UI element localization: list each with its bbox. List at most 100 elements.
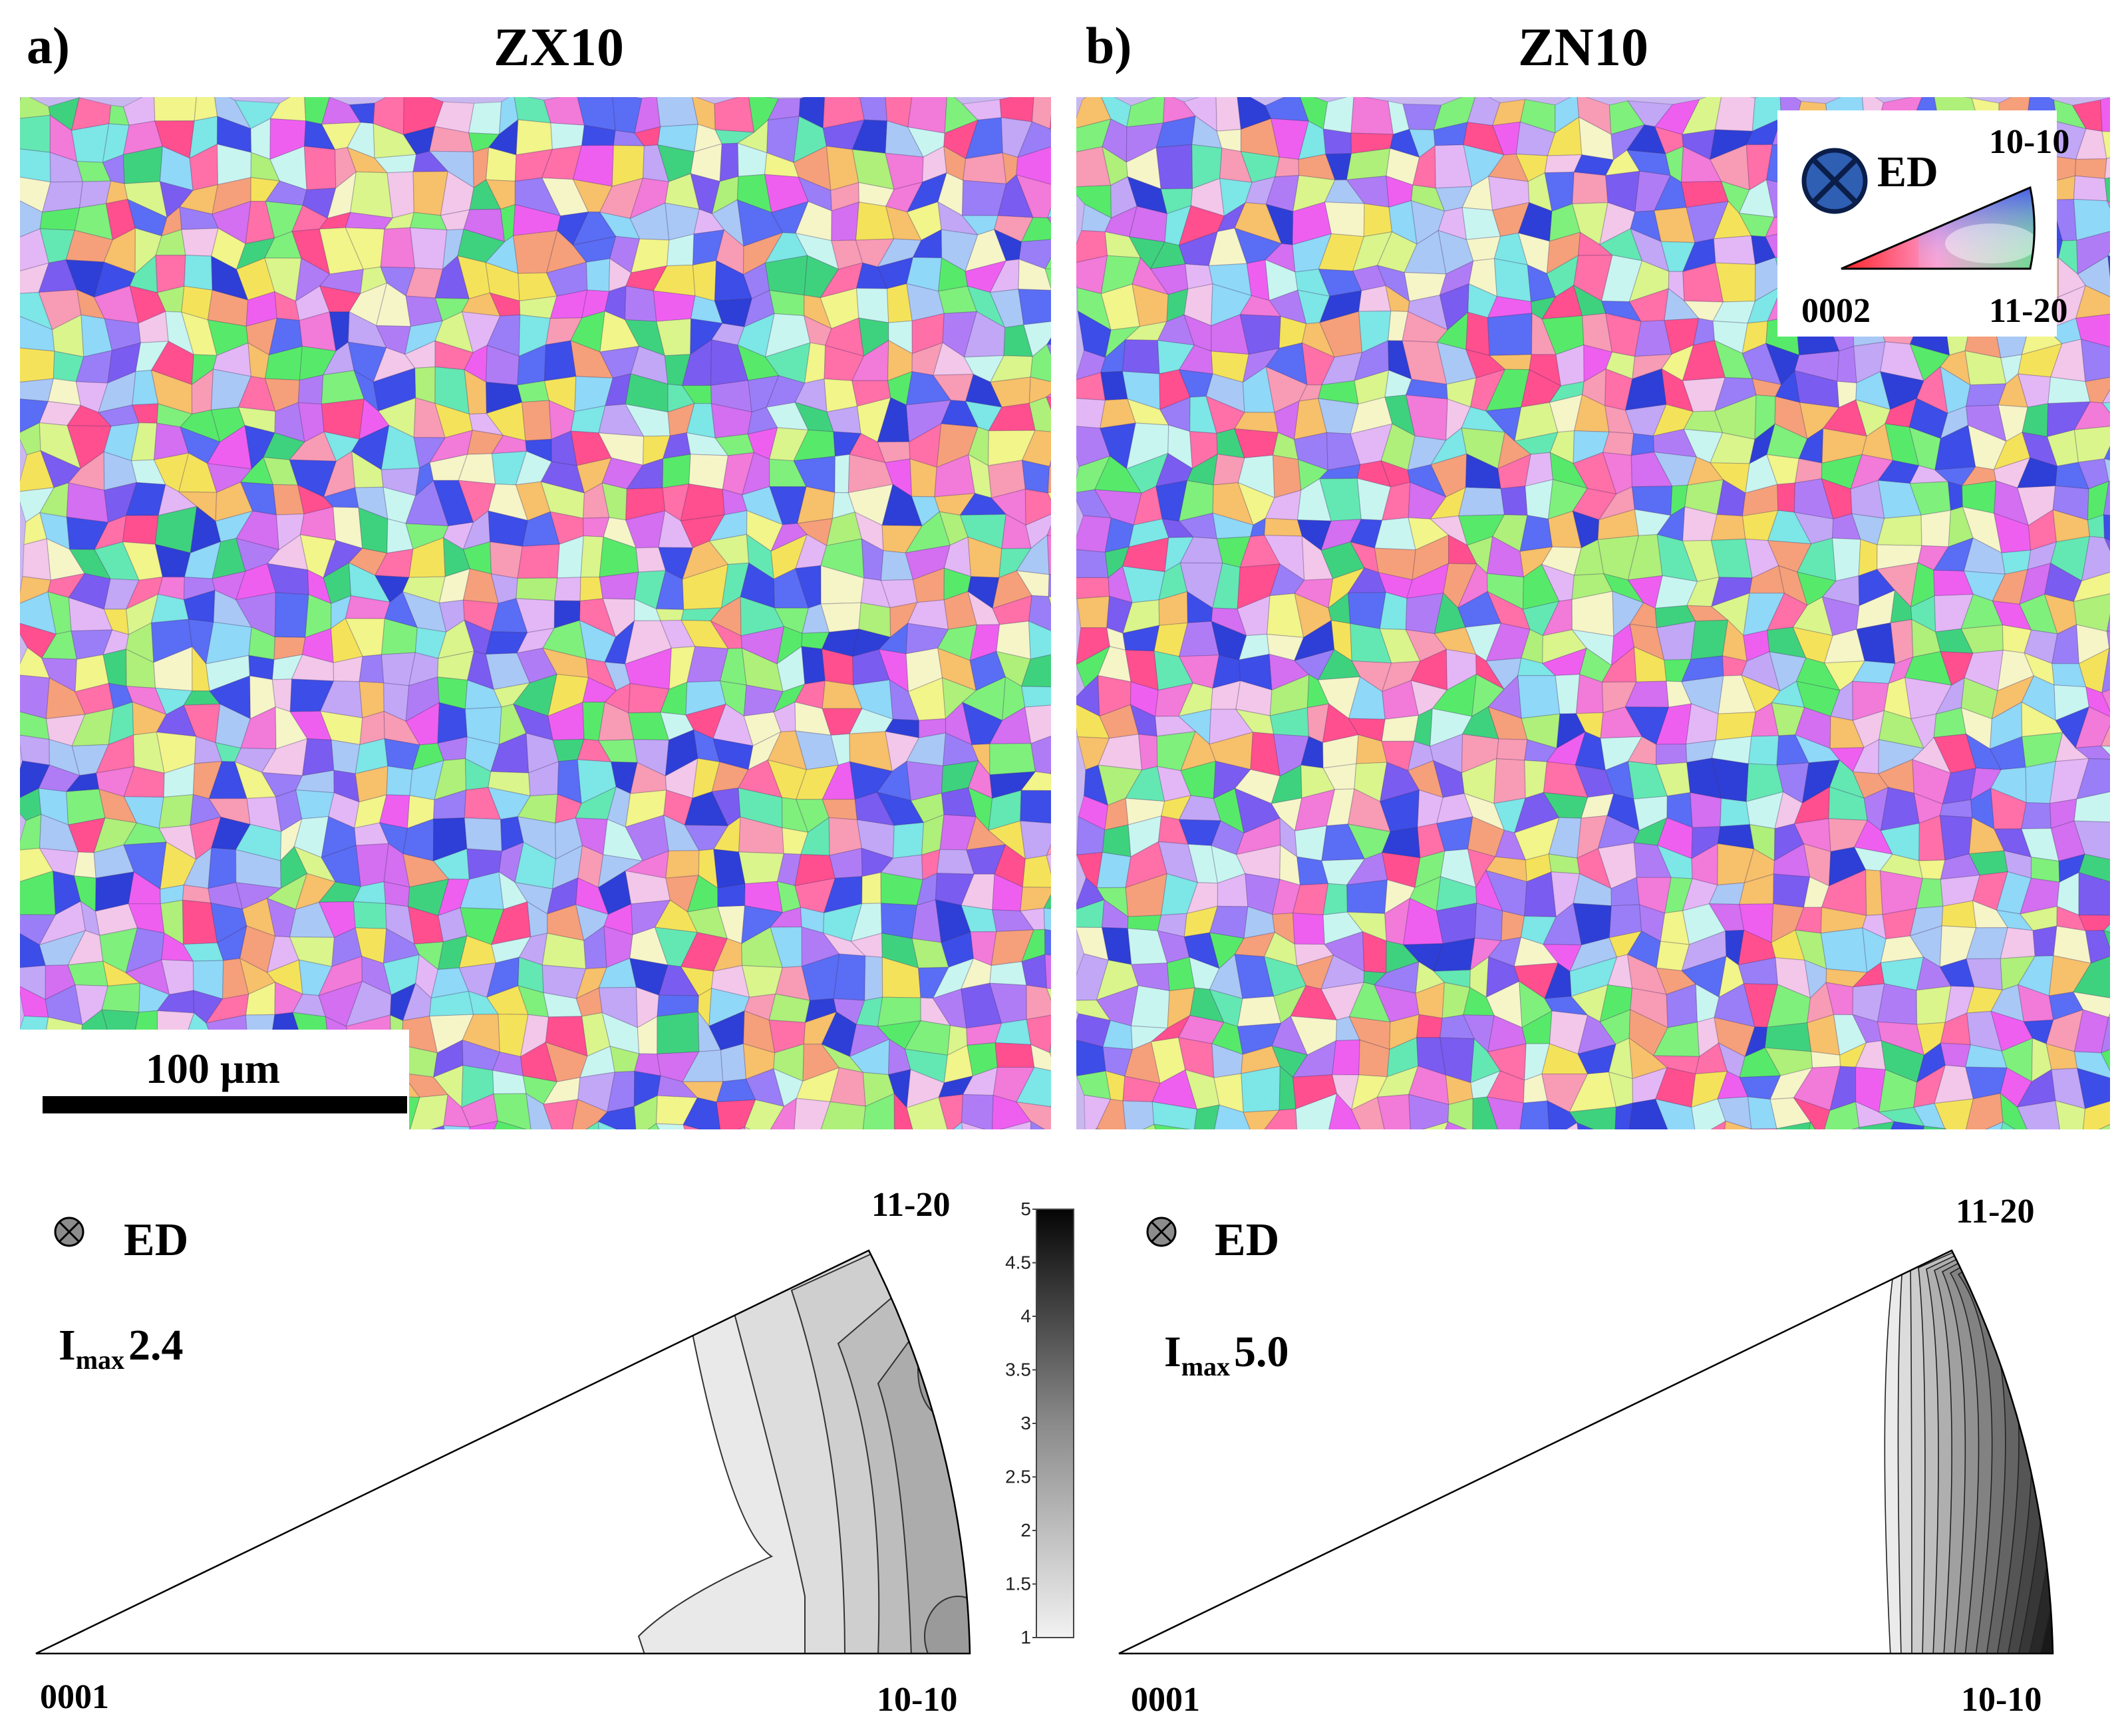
grain <box>859 97 888 122</box>
grain <box>2085 930 2110 964</box>
scale-bar-label: 100 µm <box>145 1045 281 1092</box>
grain <box>989 961 1027 986</box>
grain <box>414 366 436 404</box>
grain <box>1890 619 1914 664</box>
grain <box>1018 289 1051 325</box>
grain <box>1020 771 1051 792</box>
grain <box>1519 1100 1550 1129</box>
scale-bar-box: 100 µm <box>20 1030 409 1129</box>
grain <box>2076 758 2110 799</box>
grain <box>550 122 585 150</box>
colorbar-tick-label: 1 <box>1020 1627 1031 1648</box>
grain <box>1043 907 1051 931</box>
grain <box>2075 313 2110 348</box>
grain <box>2101 689 2110 712</box>
grain <box>516 119 553 156</box>
grain <box>1046 987 1051 1002</box>
imax-subscript: max <box>75 1345 125 1375</box>
grain <box>961 1121 986 1129</box>
grain <box>331 739 361 774</box>
color-key-0002-label: 0002 <box>1801 292 1871 330</box>
grain <box>665 850 700 879</box>
grain <box>1493 758 1526 804</box>
grain <box>1934 1098 1974 1129</box>
grain <box>122 515 159 545</box>
grain <box>1047 466 1051 494</box>
grain <box>834 454 850 494</box>
grain <box>1747 735 1779 766</box>
grain <box>2016 1100 2061 1129</box>
grain <box>20 148 51 183</box>
grain <box>1016 1066 1051 1107</box>
colorbar-tick-label: 1.5 <box>1005 1574 1031 1594</box>
grain <box>737 1126 746 1129</box>
grain <box>579 576 603 602</box>
grain <box>22 538 52 581</box>
grain <box>1046 853 1051 875</box>
grain <box>1500 486 1528 516</box>
grain <box>717 883 746 907</box>
grain <box>1020 820 1051 860</box>
ipf-contour-max <box>917 1323 970 1417</box>
grain <box>1947 481 1964 511</box>
grain <box>1028 595 1051 632</box>
grain <box>122 97 156 126</box>
grain <box>1773 873 1811 908</box>
grain <box>430 1125 445 1129</box>
colorbar-tick-label: 2 <box>1020 1520 1031 1540</box>
panel-a-title: ZX10 <box>494 17 624 77</box>
grain <box>1346 879 1388 915</box>
grain <box>490 541 524 579</box>
grain <box>1020 686 1051 708</box>
ebsd-grain-image-zx10 <box>20 97 1051 1129</box>
grain <box>1046 843 1051 857</box>
grain <box>1416 1014 1443 1038</box>
grain <box>2080 339 2110 382</box>
grain <box>1076 1070 1112 1100</box>
grain <box>2100 1016 2110 1054</box>
grain <box>662 454 691 489</box>
grain <box>1628 1098 1668 1129</box>
grain <box>1026 984 1051 1020</box>
grain <box>1102 824 1132 857</box>
imax-subscript: max <box>1181 1352 1231 1381</box>
grain <box>443 1125 471 1129</box>
grain <box>1020 217 1051 243</box>
grain <box>1690 792 1722 828</box>
grain <box>20 378 55 402</box>
grain <box>1044 954 1051 990</box>
ed-direction-icon <box>1801 148 1868 214</box>
grain <box>1859 1121 1895 1129</box>
imax-value: 5.0 <box>1234 1328 1289 1376</box>
colorbar-gradient <box>1036 1209 1074 1638</box>
grain <box>1241 1066 1281 1113</box>
grain <box>2107 255 2110 280</box>
grain <box>2103 480 2110 516</box>
grain <box>1710 1120 1726 1129</box>
grain <box>1837 345 1857 384</box>
grain <box>1049 1052 1051 1058</box>
ipf-triangle-zx10 <box>35 1249 971 1655</box>
grain <box>2073 571 2110 603</box>
grain <box>2098 1123 2110 1129</box>
grain <box>1422 1121 1449 1129</box>
grain <box>1153 1123 1192 1129</box>
grain <box>380 227 416 269</box>
grain <box>1046 534 1051 575</box>
grain <box>1142 1123 1157 1129</box>
ebsd-grain-image-zn10 <box>1076 97 2110 1129</box>
grain <box>1493 258 1532 303</box>
grain <box>1076 577 1110 599</box>
grain <box>2073 175 2108 202</box>
ipf-triangle-zn10 <box>1118 1249 2054 1655</box>
grain <box>2021 801 2052 829</box>
grain <box>794 1097 831 1129</box>
grain <box>301 738 335 776</box>
grain <box>1122 339 1160 374</box>
grain <box>2000 1092 2028 1129</box>
grain <box>2103 445 2110 461</box>
grain <box>1985 1121 2004 1129</box>
grain <box>2047 376 2091 404</box>
grain <box>1044 268 1051 290</box>
grain <box>1347 591 1387 629</box>
